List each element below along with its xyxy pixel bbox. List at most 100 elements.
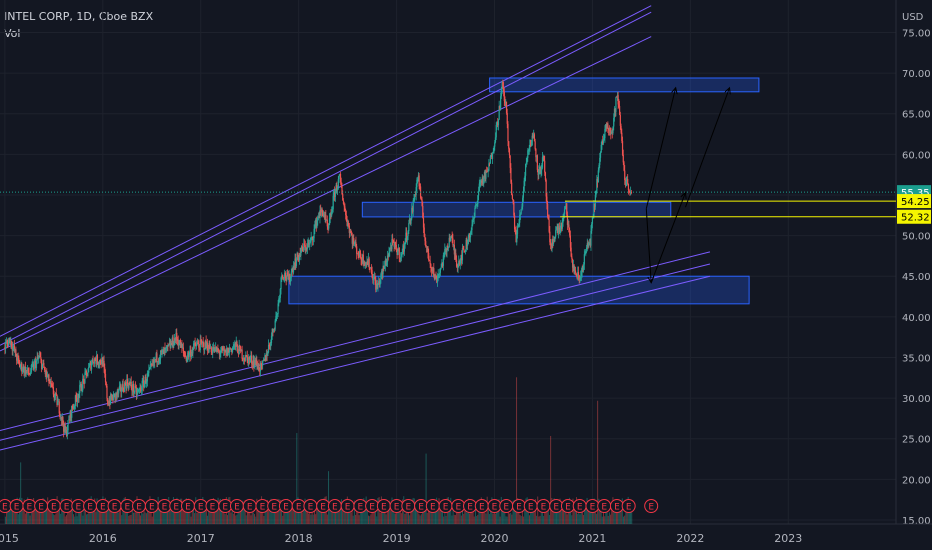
volume-bar bbox=[93, 511, 95, 524]
candle-body bbox=[52, 386, 54, 395]
volume-bar bbox=[606, 504, 608, 524]
volume-bar bbox=[530, 506, 532, 524]
volume-bar bbox=[105, 503, 107, 524]
volume-bar bbox=[621, 498, 623, 524]
volume-bar bbox=[385, 514, 387, 524]
candle-body bbox=[486, 171, 489, 173]
candle-body bbox=[466, 243, 469, 246]
candle-body bbox=[104, 373, 107, 383]
candle-body bbox=[417, 179, 419, 180]
volume-bar bbox=[366, 508, 368, 524]
candle-body bbox=[75, 395, 77, 399]
volume-bar bbox=[545, 509, 547, 524]
candle-body bbox=[352, 237, 354, 244]
candle-body bbox=[39, 355, 41, 357]
volume-bar bbox=[452, 509, 454, 524]
candle-body bbox=[383, 265, 385, 270]
volume-bar bbox=[370, 514, 372, 524]
candle-body bbox=[574, 270, 576, 274]
volume-bar bbox=[226, 515, 228, 524]
volume-bar bbox=[607, 515, 609, 524]
candle-body bbox=[446, 246, 448, 252]
candle-body bbox=[541, 157, 544, 168]
candle-body bbox=[218, 351, 220, 355]
candle-body bbox=[414, 194, 417, 196]
candle-body bbox=[116, 390, 118, 396]
volume-bar bbox=[162, 505, 164, 524]
candle-body bbox=[257, 363, 259, 369]
candle-body bbox=[465, 239, 467, 252]
candle-body bbox=[373, 276, 375, 278]
candle-body bbox=[10, 340, 12, 344]
candle-body bbox=[559, 228, 561, 233]
candle-body bbox=[68, 419, 70, 421]
candle-body bbox=[461, 247, 464, 261]
candle-body bbox=[542, 155, 544, 158]
volume-bar bbox=[67, 503, 69, 524]
volume-bar bbox=[7, 501, 9, 524]
candle-body bbox=[87, 372, 89, 376]
candle-body bbox=[511, 194, 513, 200]
volume-bar bbox=[170, 509, 172, 524]
candle-body bbox=[464, 250, 466, 253]
candle-body bbox=[364, 262, 367, 266]
volume-bar bbox=[540, 502, 542, 524]
volume-bar bbox=[563, 504, 565, 524]
candle-body bbox=[162, 349, 165, 354]
candle-body bbox=[267, 344, 270, 353]
symbol-title[interactable]: INTEL CORP, 1D, Cboe BZX bbox=[4, 10, 154, 23]
candle-body bbox=[273, 329, 276, 330]
candle-body bbox=[183, 351, 185, 354]
earnings-marker-label: E bbox=[75, 503, 81, 513]
volume-bar bbox=[328, 471, 330, 524]
candle-body bbox=[498, 105, 500, 120]
candle-body bbox=[474, 207, 476, 217]
candle-body bbox=[60, 416, 63, 421]
candle-body bbox=[318, 216, 320, 219]
candle-body bbox=[306, 243, 309, 250]
candle-body bbox=[624, 180, 627, 186]
volume-bar bbox=[584, 507, 586, 524]
volume-indicator-label[interactable]: Vol bbox=[4, 27, 21, 40]
trend-line bbox=[0, 263, 711, 441]
volume-bar bbox=[29, 515, 31, 524]
earnings-marker-label: E bbox=[100, 503, 106, 513]
volume-bar bbox=[140, 515, 142, 524]
volume-bar bbox=[74, 516, 76, 524]
candle-body bbox=[283, 278, 285, 279]
candle-body bbox=[613, 117, 615, 127]
candle-body bbox=[54, 395, 56, 398]
candle-body bbox=[267, 352, 269, 356]
candle-body bbox=[282, 277, 284, 279]
volume-bar bbox=[134, 512, 136, 524]
earnings-marker-label: E bbox=[320, 503, 326, 513]
volume-bar bbox=[454, 515, 456, 524]
volume-bar bbox=[184, 504, 186, 524]
candle-body bbox=[314, 225, 316, 229]
volume-bar bbox=[335, 510, 337, 524]
volume-bar bbox=[44, 503, 46, 524]
candle-body bbox=[96, 355, 98, 364]
candle-body bbox=[80, 383, 82, 391]
candle-body bbox=[547, 203, 549, 217]
candle-body bbox=[208, 343, 210, 353]
volume-bar bbox=[519, 514, 521, 524]
candle-body bbox=[168, 344, 170, 346]
candle-body bbox=[69, 410, 71, 421]
volume-bar bbox=[82, 515, 84, 524]
volume-bar bbox=[281, 500, 283, 524]
candle-body bbox=[242, 358, 244, 360]
candle-body bbox=[265, 355, 267, 361]
candle-body bbox=[356, 246, 358, 254]
candle-body bbox=[448, 237, 450, 248]
candle-body bbox=[139, 387, 141, 389]
earnings-marker-label: E bbox=[112, 503, 118, 513]
candle-body bbox=[475, 204, 477, 208]
volume-bar bbox=[462, 504, 464, 524]
volume-bar bbox=[53, 514, 55, 524]
candle-body bbox=[549, 242, 552, 246]
volume-bar bbox=[143, 506, 145, 524]
x-tick-label: 2020 bbox=[481, 532, 509, 545]
volume-bar bbox=[256, 498, 258, 524]
